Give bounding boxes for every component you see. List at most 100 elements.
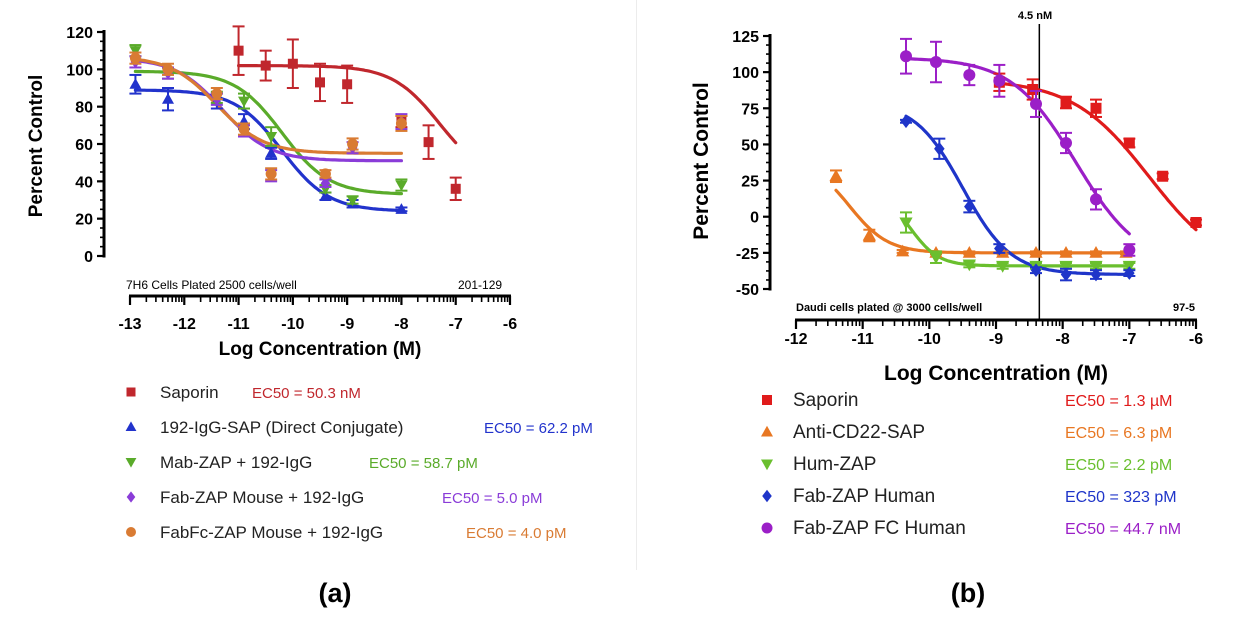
- b-legend-ec50-0: EC50 = 1.3 µM: [1065, 393, 1173, 410]
- b-data-point-4: [1123, 243, 1136, 256]
- a-data-point-3: [320, 177, 331, 190]
- b-legend-name-2: Hum-ZAP: [793, 454, 876, 475]
- b-y-axis-title: Percent Control: [690, 82, 713, 240]
- a-x-tick-label: -13: [118, 316, 141, 333]
- b-x-tick-label: -10: [918, 331, 941, 348]
- a-data-point-1: [162, 93, 174, 104]
- a-x-tick-label: -8: [394, 316, 408, 333]
- a-data-point-4: [265, 168, 277, 180]
- b-y-tick-label: 0: [750, 210, 759, 227]
- a-fit-curve-1: [133, 88, 403, 212]
- b-legend-marker-1: [761, 425, 773, 437]
- a-x-tick-label: -11: [227, 316, 249, 333]
- b-data-point-4: [1090, 193, 1102, 206]
- a-legend-ec50-3: EC50 = 5.0 pM: [442, 490, 542, 507]
- a-data-point-2: [129, 46, 142, 57]
- b-data-point-0: [1123, 137, 1135, 149]
- a-x-tick-label: -12: [173, 316, 196, 333]
- b-x-tick-label: -9: [989, 331, 1003, 348]
- a-y-axis-title: Percent Control: [26, 75, 47, 218]
- b-data-point-2: [929, 252, 943, 265]
- b-legend-marker-2: [761, 459, 773, 471]
- b-data-point-0: [1190, 216, 1202, 228]
- b-x-tick-label: -8: [1056, 331, 1070, 348]
- b-x-tick-label: -11: [852, 331, 874, 348]
- a-x-tick-label: -7: [449, 316, 463, 333]
- a-data-point-0: [423, 137, 434, 148]
- b-y-tick-label: -50: [736, 282, 759, 299]
- b-data-point-4: [900, 50, 912, 63]
- b-cells-annotation: Daudi cells plated @ 3000 cells/well: [796, 302, 982, 314]
- b-legend-ec50-1: EC50 = 6.3 pM: [1065, 425, 1172, 442]
- a-data-point-0: [233, 45, 244, 56]
- b-y-tick-label: 75: [741, 101, 759, 118]
- a-x-tick-label: -9: [340, 316, 354, 333]
- b-data-point-1: [1029, 246, 1043, 258]
- b-legend-ec50-4: EC50 = 44.7 nM: [1065, 521, 1181, 538]
- a-data-point-0: [260, 60, 271, 71]
- a-legend-marker-3: [126, 491, 136, 503]
- a-data-point-0: [287, 58, 298, 69]
- b-data-point-0: [1027, 83, 1039, 95]
- a-y-tick-label: 20: [75, 212, 93, 229]
- b-legend-marker-3: [762, 489, 772, 503]
- a-x-tick-label: -6: [503, 316, 517, 333]
- b-data-point-4: [963, 69, 976, 82]
- panel-divider: [636, 0, 637, 570]
- a-data-point-2: [346, 195, 359, 207]
- a-data-point-4: [211, 88, 223, 100]
- b-x-axis-title: Log Concentration (M): [884, 362, 1108, 385]
- b-data-point-3: [934, 141, 945, 156]
- b-data-point-2: [962, 259, 976, 272]
- b-data-point-3: [1090, 267, 1102, 282]
- b-legend-name-3: Fab-ZAP Human: [793, 486, 935, 507]
- b-legend-name-1: Anti-CD22-SAP: [793, 422, 925, 443]
- a-y-tick-label: 100: [66, 62, 93, 79]
- b-data-point-3: [1124, 266, 1135, 280]
- b-legend-marker-4: [761, 522, 773, 534]
- b-legend-ec50-3: EC50 = 323 pM: [1065, 489, 1177, 506]
- a-legend-name-0: Saporin: [160, 383, 219, 402]
- a-legend-ec50-0: EC50 = 50.3 nM: [252, 385, 361, 402]
- a-legend-marker-2: [125, 457, 137, 468]
- a-data-point-4: [319, 168, 331, 180]
- a-data-point-1: [395, 203, 408, 214]
- a-data-point-0: [342, 79, 353, 90]
- b-data-point-4: [1030, 97, 1042, 110]
- a-data-point-4: [395, 117, 407, 129]
- a-data-point-0: [315, 77, 325, 88]
- a-data-point-4: [238, 123, 250, 135]
- a-y-tick-label: 0: [84, 249, 93, 266]
- b-y-tick-label: -25: [736, 246, 759, 263]
- b-legend-marker-0: [762, 395, 772, 405]
- b-data-point-4: [993, 74, 1006, 87]
- a-legend-marker-1: [125, 421, 137, 432]
- a-panel-label: (a): [319, 578, 352, 608]
- b-data-point-2: [899, 217, 913, 230]
- a-legend-name-2: Mab-ZAP + 192-IgG: [160, 453, 312, 472]
- a-legend-ec50-4: EC50 = 4.0 pM: [466, 525, 566, 542]
- a-legend-name-1: 192-IgG-SAP (Direct Conjugate): [160, 418, 403, 437]
- a-legend-marker-0: [126, 387, 136, 397]
- a-x-axis-title: Log Concentration (M): [219, 339, 422, 360]
- b-data-point-3: [1060, 267, 1072, 282]
- b-fit-curve-4: [904, 57, 1131, 236]
- a-code-annotation: 201-129: [458, 278, 502, 292]
- b-data-point-4: [1060, 136, 1072, 149]
- a-legend-marker-4: [126, 527, 136, 537]
- a-y-tick-label: 80: [75, 100, 93, 117]
- a-data-point-4: [129, 52, 141, 64]
- a-data-point-1: [129, 78, 142, 89]
- b-code-annotation: 97-5: [1173, 302, 1195, 314]
- chart-b: -50 -25 0 25 50 75 100 125 -12 -11 -10 -9 -8 -7 -6 Sapo…: [732, 24, 1203, 539]
- b-legend-name-4: Fab-ZAP FC Human: [793, 518, 966, 539]
- a-cells-annotation: 7H6 Cells Plated 2500 cells/well: [126, 278, 297, 292]
- b-data-point-1: [1059, 246, 1073, 258]
- b-x-tick-label: -7: [1122, 331, 1136, 348]
- b-data-point-1: [962, 246, 976, 258]
- b-legend-ec50-2: EC50 = 2.2 pM: [1065, 457, 1172, 474]
- a-legend-ec50-2: EC50 = 58.7 pM: [369, 455, 478, 472]
- b-data-point-3: [900, 114, 912, 129]
- a-data-point-2: [265, 132, 278, 143]
- a-y-tick-label: 60: [75, 137, 93, 154]
